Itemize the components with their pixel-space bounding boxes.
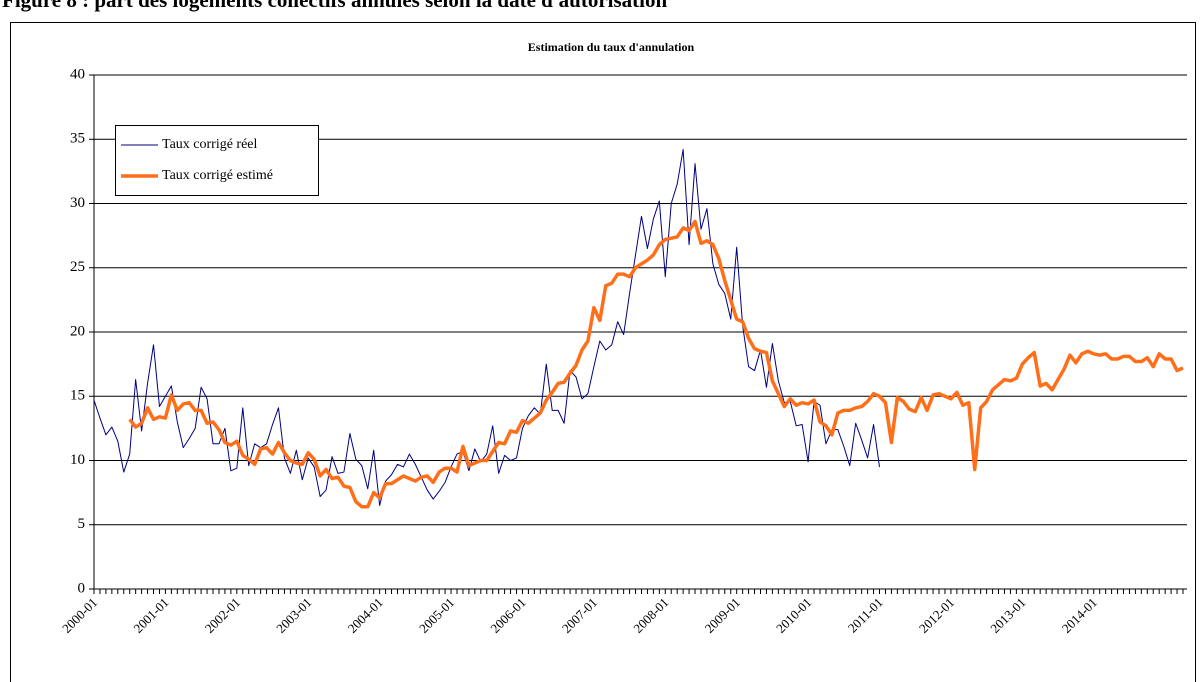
x-tick-label: 2004-01 xyxy=(345,595,386,636)
x-tick-label: 2010-01 xyxy=(773,595,814,636)
x-tick-label: 2012-01 xyxy=(916,595,957,636)
x-tick-label: 2011-01 xyxy=(845,595,886,636)
figure-title: Figure 8 : part des logements collectifs… xyxy=(2,0,667,12)
y-tick-label: 5 xyxy=(78,516,86,532)
x-tick-label: 2003-01 xyxy=(273,595,314,636)
series-line xyxy=(93,149,881,506)
x-tick-label: 2009-01 xyxy=(702,595,743,636)
legend-box xyxy=(115,125,319,196)
y-tick-label: 10 xyxy=(70,452,85,468)
x-tick-label: 2002-01 xyxy=(202,595,243,636)
x-tick-label: 2008-01 xyxy=(630,595,671,636)
chart-title: Estimation du taux d'annulation xyxy=(528,40,695,54)
y-tick-label: 0 xyxy=(78,580,86,596)
y-tick-label: 20 xyxy=(70,323,85,339)
x-tick-label: 2014-01 xyxy=(1059,595,1100,636)
series-line xyxy=(128,219,1184,509)
y-tick-label: 25 xyxy=(70,259,85,275)
y-tick-label: 15 xyxy=(70,388,85,404)
x-tick-label: 2013-01 xyxy=(987,595,1028,636)
x-tick-label: 2001-01 xyxy=(130,595,171,636)
chart-frame xyxy=(10,22,1196,682)
y-tick-label: 35 xyxy=(70,131,85,147)
legend-label: Taux corrigé réel xyxy=(162,137,258,152)
x-tick-label: 2007-01 xyxy=(559,595,600,636)
legend-label: Taux corrigé estimé xyxy=(162,168,273,183)
x-tick-label: 2006-01 xyxy=(487,595,528,636)
x-tick-label: 2000-01 xyxy=(59,595,100,636)
x-tick-label: 2005-01 xyxy=(416,595,457,636)
y-tick-label: 40 xyxy=(70,66,85,82)
y-tick-label: 30 xyxy=(70,195,85,211)
